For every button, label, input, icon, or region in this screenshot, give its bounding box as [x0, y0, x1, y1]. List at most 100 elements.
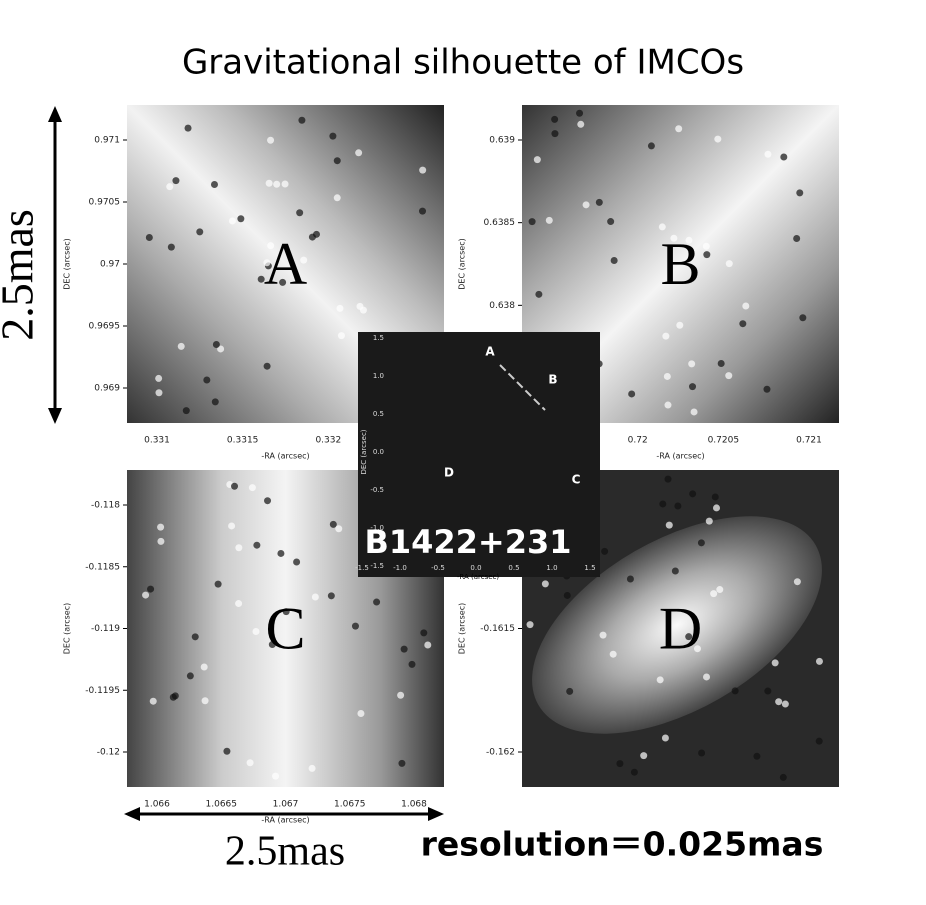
imco-dot — [296, 209, 304, 217]
imco-dot — [630, 768, 638, 776]
imco-dot — [329, 132, 337, 140]
imco-dot — [674, 502, 682, 510]
imco-dot — [705, 517, 713, 525]
y-axis-label: DEC (arcsec) — [458, 238, 467, 290]
imco-dot — [248, 484, 256, 492]
imco-dot — [609, 650, 617, 658]
y-tick-label: 0.638 — [489, 301, 515, 311]
x-tick-label: 1.068 — [401, 800, 427, 810]
imco-dot — [212, 341, 220, 349]
x-tick-label: 1.067 — [273, 800, 299, 810]
imco-dot — [420, 629, 428, 637]
imco-dot — [277, 549, 285, 557]
y-tick-label: -0.1195 — [85, 686, 120, 696]
imco-dot — [725, 260, 733, 268]
imco-dot — [528, 218, 536, 226]
imco-dot — [373, 598, 381, 606]
horizontal-scale: 2.5mas — [124, 807, 444, 875]
imco-dot — [607, 218, 615, 226]
imco-dot — [661, 734, 669, 742]
imco-dot — [157, 523, 165, 531]
image-label: A — [485, 345, 495, 359]
imco-dot — [711, 493, 719, 501]
y-axis-label: DEC (arcsec) — [458, 603, 467, 655]
contour-region — [532, 516, 822, 734]
imco-dot — [298, 116, 306, 124]
imco-dot — [764, 150, 772, 158]
x-tick-label: 0.332 — [315, 436, 341, 446]
imco-dot — [419, 166, 427, 174]
inset-x-tick-label: -0.5 — [431, 564, 445, 572]
imco-dot — [658, 223, 666, 231]
imco-dot — [231, 482, 239, 490]
imco-dot — [337, 332, 345, 340]
imco-dot — [166, 183, 174, 191]
inset-y-tick-label: 0.5 — [373, 410, 384, 418]
contour-panel: C -0.118 -0.1185 -0.119 -0.1195 -0.12 DEC (arc… — [63, 470, 444, 825]
imco-dot — [336, 304, 344, 312]
imco-dot — [177, 342, 185, 350]
imco-dot — [671, 567, 679, 575]
y-tick-label: -0.119 — [91, 624, 120, 634]
imco-dot — [775, 698, 783, 706]
imco-dot — [815, 657, 823, 665]
imco-dot — [281, 180, 289, 188]
y-tick-label: 0.6385 — [484, 218, 516, 228]
imco-dot — [157, 537, 165, 545]
imco-dot — [237, 215, 245, 223]
inset-x-tick-label: 1.5 — [584, 564, 595, 572]
imco-dot — [147, 585, 155, 593]
imco-dot — [665, 521, 673, 529]
imco-dot — [223, 747, 231, 755]
imco-dot — [357, 710, 365, 718]
inset-title: B1422+231 — [364, 523, 571, 561]
y-tick-label: 0.971 — [94, 136, 120, 146]
imco-dot — [201, 697, 209, 705]
imco-dot — [563, 591, 571, 599]
inset-y-tick-label: 1.5 — [373, 334, 384, 342]
imco-dot — [703, 251, 711, 259]
imco-dot — [228, 217, 236, 225]
imco-dot — [712, 504, 720, 512]
inset-background — [358, 332, 600, 577]
imco-dot — [551, 115, 559, 123]
imco-dot — [717, 360, 725, 368]
imco-dot — [200, 663, 208, 671]
imco-dot — [689, 383, 697, 391]
inset-x-tick-label: 0.0 — [470, 564, 481, 572]
imco-dot — [780, 153, 788, 161]
x-tick-label: 0.721 — [796, 436, 822, 446]
imco-dot — [541, 580, 549, 588]
imco-dot — [308, 764, 316, 772]
imco-dot — [203, 376, 211, 384]
imco-dot — [311, 593, 319, 601]
imco-dot — [268, 641, 276, 649]
panel-label: D — [659, 596, 702, 662]
imco-dot — [351, 622, 359, 630]
imco-dot — [731, 687, 739, 695]
imco-dot — [397, 691, 405, 699]
imco-dot — [155, 374, 163, 382]
imco-dot — [327, 592, 335, 600]
imco-dot — [610, 256, 618, 264]
imco-dot — [716, 586, 724, 594]
panel-label: A — [264, 231, 307, 297]
imco-dot — [186, 672, 194, 680]
imco-dot — [273, 180, 281, 188]
x-tick-label: 0.331 — [144, 436, 170, 446]
imco-dot — [710, 590, 718, 598]
x-axis-label: -RA (arcsec) — [656, 452, 704, 461]
inset-y-axis-label: DEC (arcsec) — [360, 429, 368, 474]
imco-dot — [172, 177, 180, 185]
y-tick-label: 0.969 — [94, 384, 120, 394]
x-axis-label: -RA (arcsec) — [261, 452, 309, 461]
y-axis-label: DEC (arcsec) — [63, 603, 72, 655]
imco-dot — [815, 737, 823, 745]
imco-dot — [764, 687, 772, 695]
x-tick-label: 0.3315 — [227, 436, 259, 446]
y-tick-label: -0.162 — [486, 748, 515, 758]
imco-dot — [799, 314, 807, 322]
imco-dot — [753, 752, 761, 760]
imco-dot — [264, 497, 272, 505]
